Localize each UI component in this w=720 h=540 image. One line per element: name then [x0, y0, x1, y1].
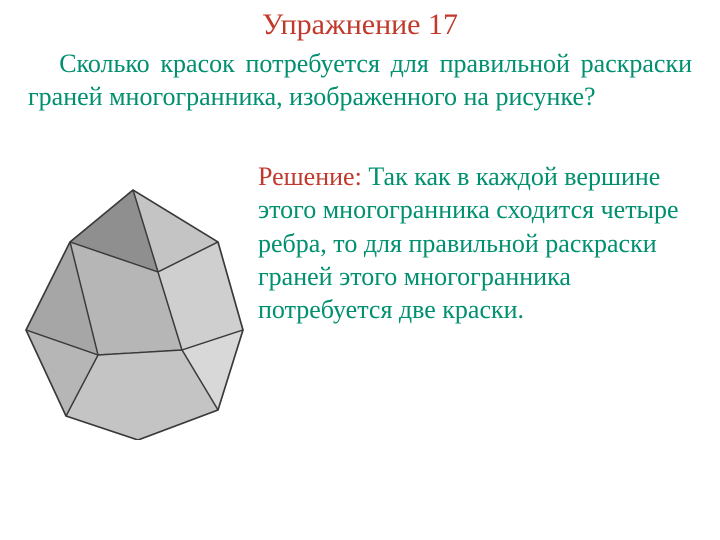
polyhedron-figure: [18, 180, 248, 440]
page: Упражнение 17 Сколько красок потребуется…: [0, 0, 720, 540]
question-text: Сколько красок потребуется для правильно…: [28, 48, 692, 113]
solution-text: Решение: Так как в каждой вершине этого …: [258, 160, 688, 326]
polyhedron-svg: [18, 180, 248, 440]
solution-label: Решение:: [258, 162, 362, 191]
exercise-title: Упражнение 17: [0, 8, 720, 42]
